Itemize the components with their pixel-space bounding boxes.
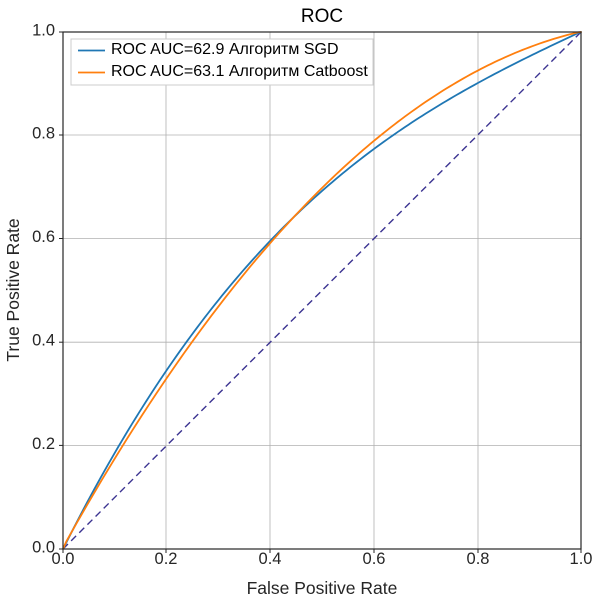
svg-text:False Positive Rate: False Positive Rate bbox=[247, 578, 398, 598]
svg-text:0.8: 0.8 bbox=[32, 125, 55, 143]
svg-text:ROC: ROC bbox=[301, 6, 343, 27]
svg-text:0.6: 0.6 bbox=[363, 550, 386, 568]
svg-text:0.2: 0.2 bbox=[155, 550, 178, 568]
svg-text:0.2: 0.2 bbox=[32, 435, 55, 453]
svg-text:1.0: 1.0 bbox=[32, 22, 55, 40]
svg-text:0.6: 0.6 bbox=[32, 228, 55, 246]
svg-text:0.0: 0.0 bbox=[32, 539, 55, 557]
svg-text:0.4: 0.4 bbox=[259, 550, 282, 568]
svg-text:ROC AUC=62.9 Алгоритм SGD: ROC AUC=62.9 Алгоритм SGD bbox=[111, 41, 339, 58]
svg-text:1.0: 1.0 bbox=[570, 550, 593, 568]
svg-text:0.8: 0.8 bbox=[467, 550, 490, 568]
svg-text:ROC AUC=63.1 Алгоритм Catboost: ROC AUC=63.1 Алгоритм Catboost bbox=[111, 63, 368, 80]
svg-text:True Positive Rate: True Positive Rate bbox=[3, 218, 23, 361]
svg-text:0.4: 0.4 bbox=[32, 332, 55, 350]
